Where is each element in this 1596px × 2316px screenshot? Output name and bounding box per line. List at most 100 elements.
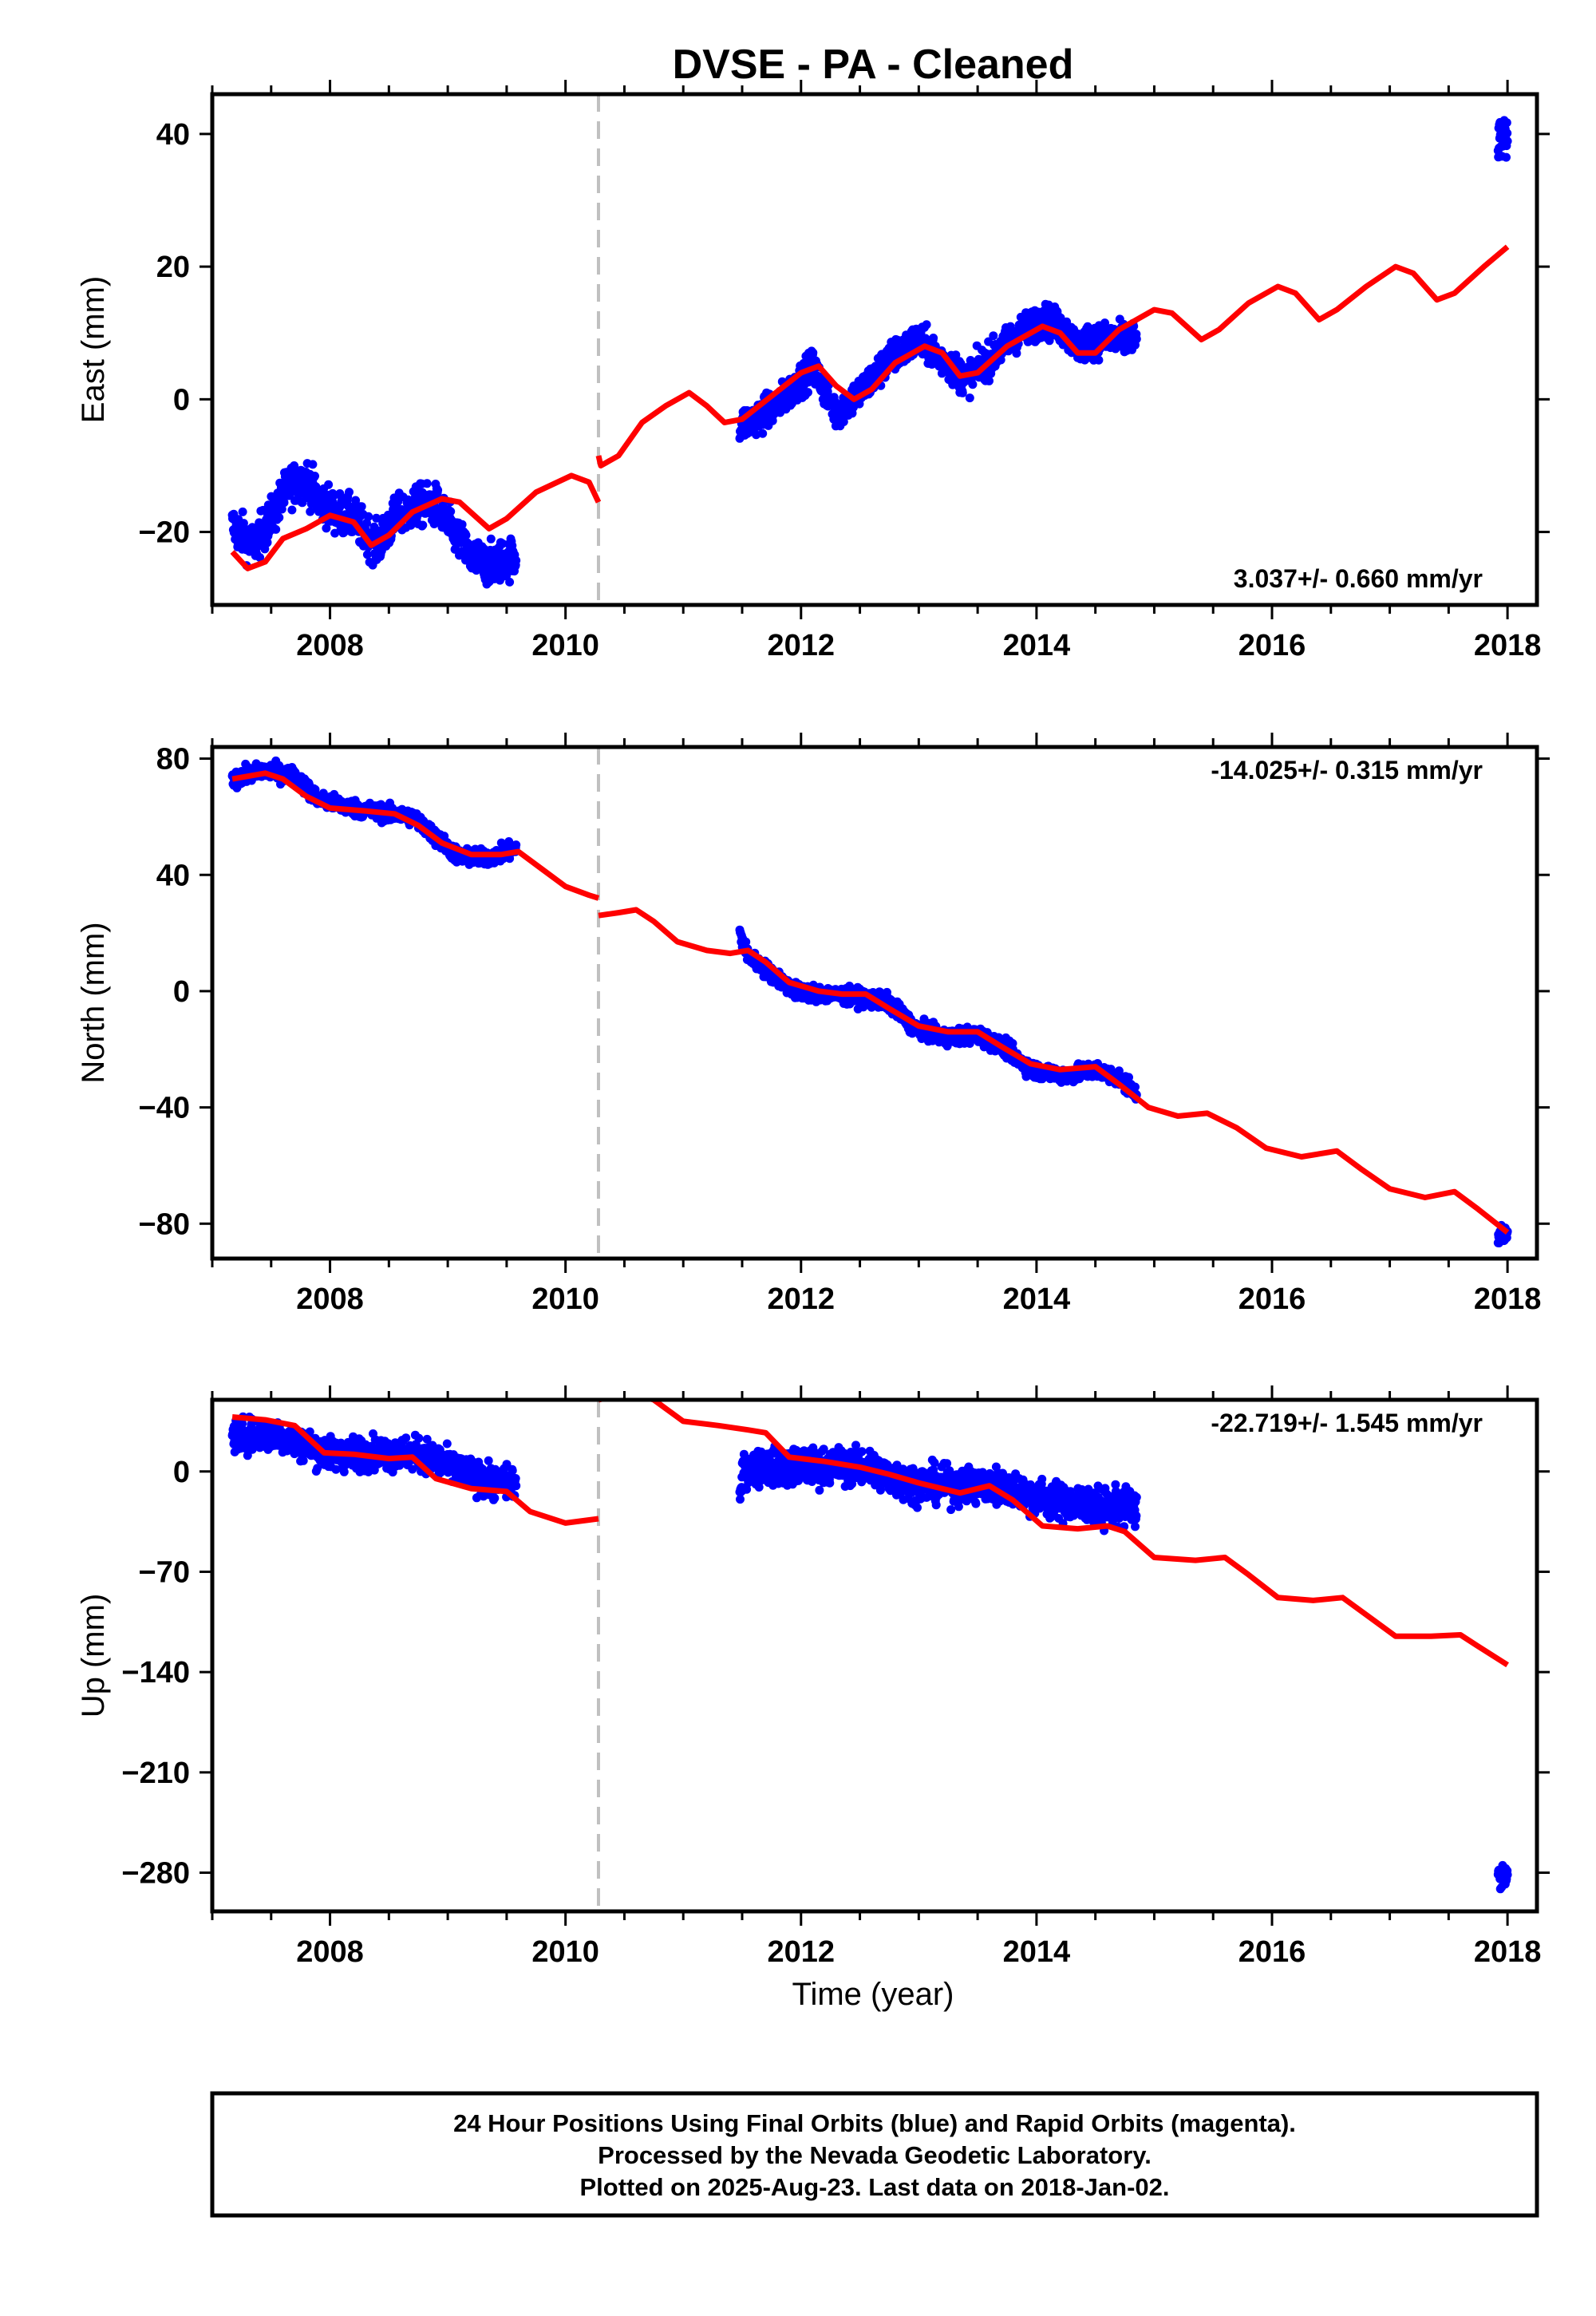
y-axis-title: North (mm) <box>76 922 111 1083</box>
plot-frame <box>210 92 1539 607</box>
data-point <box>965 393 974 403</box>
data-point <box>804 388 812 397</box>
x-tick-label: 2012 <box>768 629 836 662</box>
model-line-segment-2 <box>598 907 1510 1235</box>
x-tick-label: 2016 <box>1238 1282 1306 1316</box>
x-tick-label: 2008 <box>296 629 364 662</box>
data-point <box>512 555 521 565</box>
model-line-segment-2 <box>595 244 1510 468</box>
y-tick-label: 40 <box>156 118 190 152</box>
data-point <box>1131 1082 1140 1092</box>
data-point <box>357 502 366 512</box>
model-line-segment-1 <box>230 472 602 571</box>
data-point <box>985 376 994 385</box>
data-point <box>310 472 319 480</box>
data-point <box>298 1456 308 1465</box>
data-point <box>324 480 334 489</box>
data-point <box>736 1495 745 1504</box>
x-tick-label: 2018 <box>1474 629 1542 662</box>
x-tick-label: 2012 <box>768 1282 836 1316</box>
y-tick-label: −80 <box>139 1207 190 1241</box>
y-tick-label: 0 <box>173 975 190 1009</box>
data-point <box>351 496 361 505</box>
data-point <box>330 528 340 538</box>
data-point <box>1503 128 1512 138</box>
data-point <box>511 1474 520 1483</box>
rate-annotation: 3.037+/- 0.660 mm/yr <box>1234 564 1483 593</box>
x-tick-label: 2010 <box>531 1282 599 1316</box>
data-point <box>263 538 272 547</box>
data-point <box>414 1433 424 1443</box>
x-tick-label: 2010 <box>531 629 599 662</box>
y-tick-label: −40 <box>139 1092 190 1125</box>
data-point <box>306 507 315 516</box>
data-point <box>808 348 818 358</box>
data-point <box>322 524 331 533</box>
data-point <box>271 524 281 534</box>
data-point <box>275 513 284 522</box>
data-point <box>461 531 471 540</box>
data-point <box>502 1460 512 1469</box>
data-point <box>422 479 432 488</box>
model-line-segment-1 <box>231 770 600 901</box>
data-point <box>929 334 938 342</box>
data-point <box>922 320 931 330</box>
data-point <box>839 417 848 426</box>
data-point <box>508 1466 517 1476</box>
y-tick-label: 80 <box>156 743 190 777</box>
data-point <box>433 485 443 495</box>
data-point <box>742 1484 752 1494</box>
up-panel: 2008 2010 2012 2014 2016 2018−280−210−140−700… <box>76 1385 1550 1969</box>
data-point <box>989 331 998 341</box>
rate-annotation: -14.025+/- 0.315 mm/yr <box>1211 756 1483 785</box>
plot-area <box>227 1400 1512 1911</box>
data-point <box>512 1481 521 1491</box>
plot-frame <box>210 745 1539 1261</box>
figure-title: DVSE - PA - Cleaned <box>673 41 1074 88</box>
data-point <box>958 388 967 397</box>
data-points <box>227 116 1512 589</box>
data-points <box>227 1412 1512 1894</box>
data-point <box>484 1456 493 1465</box>
y-tick-label: 40 <box>156 859 190 892</box>
data-point <box>313 1464 322 1473</box>
y-axis-title: East (mm) <box>76 276 111 423</box>
data-point <box>255 553 265 562</box>
data-point <box>768 416 777 425</box>
data-point <box>446 507 456 516</box>
data-point <box>364 512 373 521</box>
data-point <box>362 550 372 559</box>
data-point <box>422 1434 432 1444</box>
data-point <box>1094 355 1104 365</box>
x-tick-label: 2016 <box>1238 629 1306 662</box>
x-tick-label: 2008 <box>296 1282 364 1316</box>
data-point <box>486 534 496 543</box>
data-point <box>238 507 247 516</box>
data-point <box>345 488 354 497</box>
data-point <box>259 505 268 515</box>
data-point <box>418 520 428 530</box>
data-point <box>243 1451 252 1460</box>
data-point <box>238 1419 247 1429</box>
x-tick-label: 2014 <box>1003 629 1071 662</box>
data-point <box>408 1464 417 1474</box>
data-point <box>308 460 318 469</box>
data-point <box>968 380 978 389</box>
data-point <box>1502 118 1511 128</box>
data-point <box>372 513 381 523</box>
data-point <box>339 1467 349 1476</box>
data-point <box>1502 152 1511 162</box>
data-point <box>758 429 768 438</box>
data-point <box>1100 318 1109 328</box>
data-point <box>457 520 467 529</box>
data-point <box>951 350 961 360</box>
data-point <box>823 387 832 397</box>
data-point <box>401 1433 411 1443</box>
data-point <box>512 840 521 850</box>
y-tick-label: 0 <box>173 383 190 417</box>
data-point <box>1132 334 1141 344</box>
plot-area <box>227 94 1512 605</box>
north-panel: 2008 2010 2012 2014 2016 2018−80−4004080North… <box>76 733 1550 1316</box>
